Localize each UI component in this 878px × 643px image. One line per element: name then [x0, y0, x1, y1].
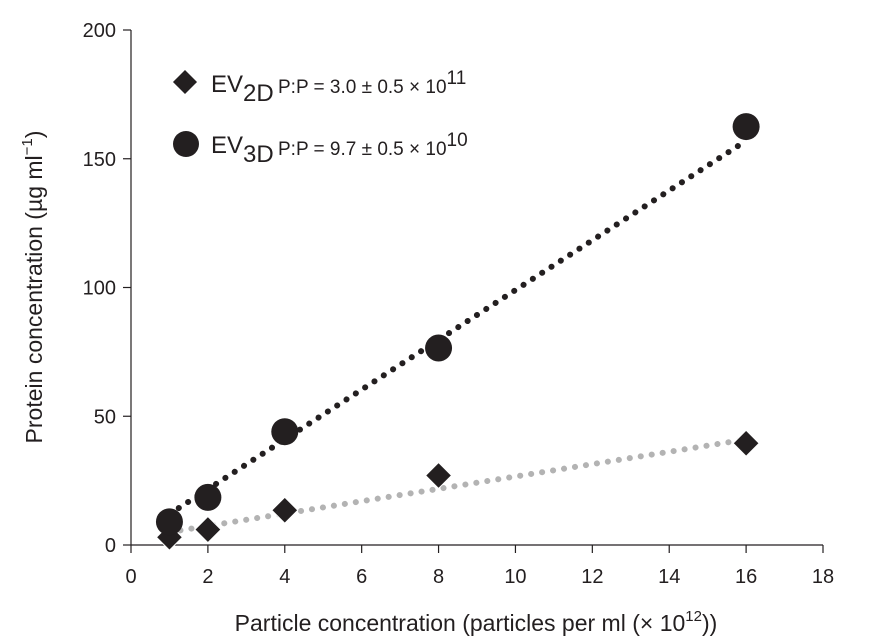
legend-entry-ev2d: EV2D P:P = 3.0 ± 0.5 × 1011 [172, 68, 466, 107]
legend-annotation-ev3d: P:P = 9.7 ± 0.5 × 1010 [278, 130, 468, 160]
legend-annotation-ev2d: P:P = 3.0 ± 0.5 × 1011 [278, 68, 466, 98]
data-point-ev3d [732, 113, 760, 141]
x-tick-label: 0 [125, 566, 136, 588]
x-tick-label: 14 [658, 566, 680, 588]
y-tick-label: 200 [83, 20, 116, 42]
y-tick-label: 150 [83, 149, 116, 171]
y-axis-title: Protein concentration (µg ml−1) [19, 131, 47, 444]
legend-label-ev3d: EV3D [211, 132, 274, 168]
y-axis-ticks: 0 50 100 150 200 [83, 20, 131, 557]
x-tick-label: 16 [735, 566, 757, 588]
x-tick-label: 2 [202, 566, 213, 588]
x-tick-label: 12 [581, 566, 603, 588]
data-point-ev3d [271, 418, 299, 446]
x-tick-label: 18 [812, 566, 834, 588]
data-point-ev2d [424, 461, 453, 490]
data-point-ev3d [425, 334, 453, 362]
x-tick-label: 8 [433, 566, 444, 588]
legend-marker-diamond [172, 69, 198, 95]
legend-marker-circle [173, 131, 199, 157]
legend-entry-ev3d: EV3D P:P = 9.7 ± 0.5 × 1010 [173, 130, 468, 168]
data-points [155, 113, 760, 551]
y-tick-label: 0 [105, 535, 116, 557]
fit-lines [166, 137, 750, 536]
y-tick-label: 100 [83, 278, 116, 300]
x-tick-label: 10 [504, 566, 526, 588]
x-tick-label: 6 [356, 566, 367, 588]
fit-line-ev3d [166, 137, 750, 518]
x-axis-title: Particle concentration (particles per ml… [235, 608, 718, 636]
fit-line-ev2d [166, 436, 750, 536]
data-point-ev3d [194, 483, 222, 511]
legend-label-ev2d: EV2D [211, 71, 274, 107]
data-point-ev2d [732, 429, 760, 457]
x-axis-ticks: 0 2 4 6 8 10 12 14 16 18 [125, 545, 834, 588]
x-tick-label: 4 [279, 566, 290, 588]
y-tick-label: 50 [94, 406, 116, 428]
axes [130, 30, 823, 546]
legend: EV2D P:P = 3.0 ± 0.5 × 1011 EV3D P:P = 9… [172, 68, 468, 168]
data-point-ev2d [271, 496, 299, 524]
data-point-ev2d [194, 515, 222, 544]
data-point-ev3d [155, 508, 183, 536]
